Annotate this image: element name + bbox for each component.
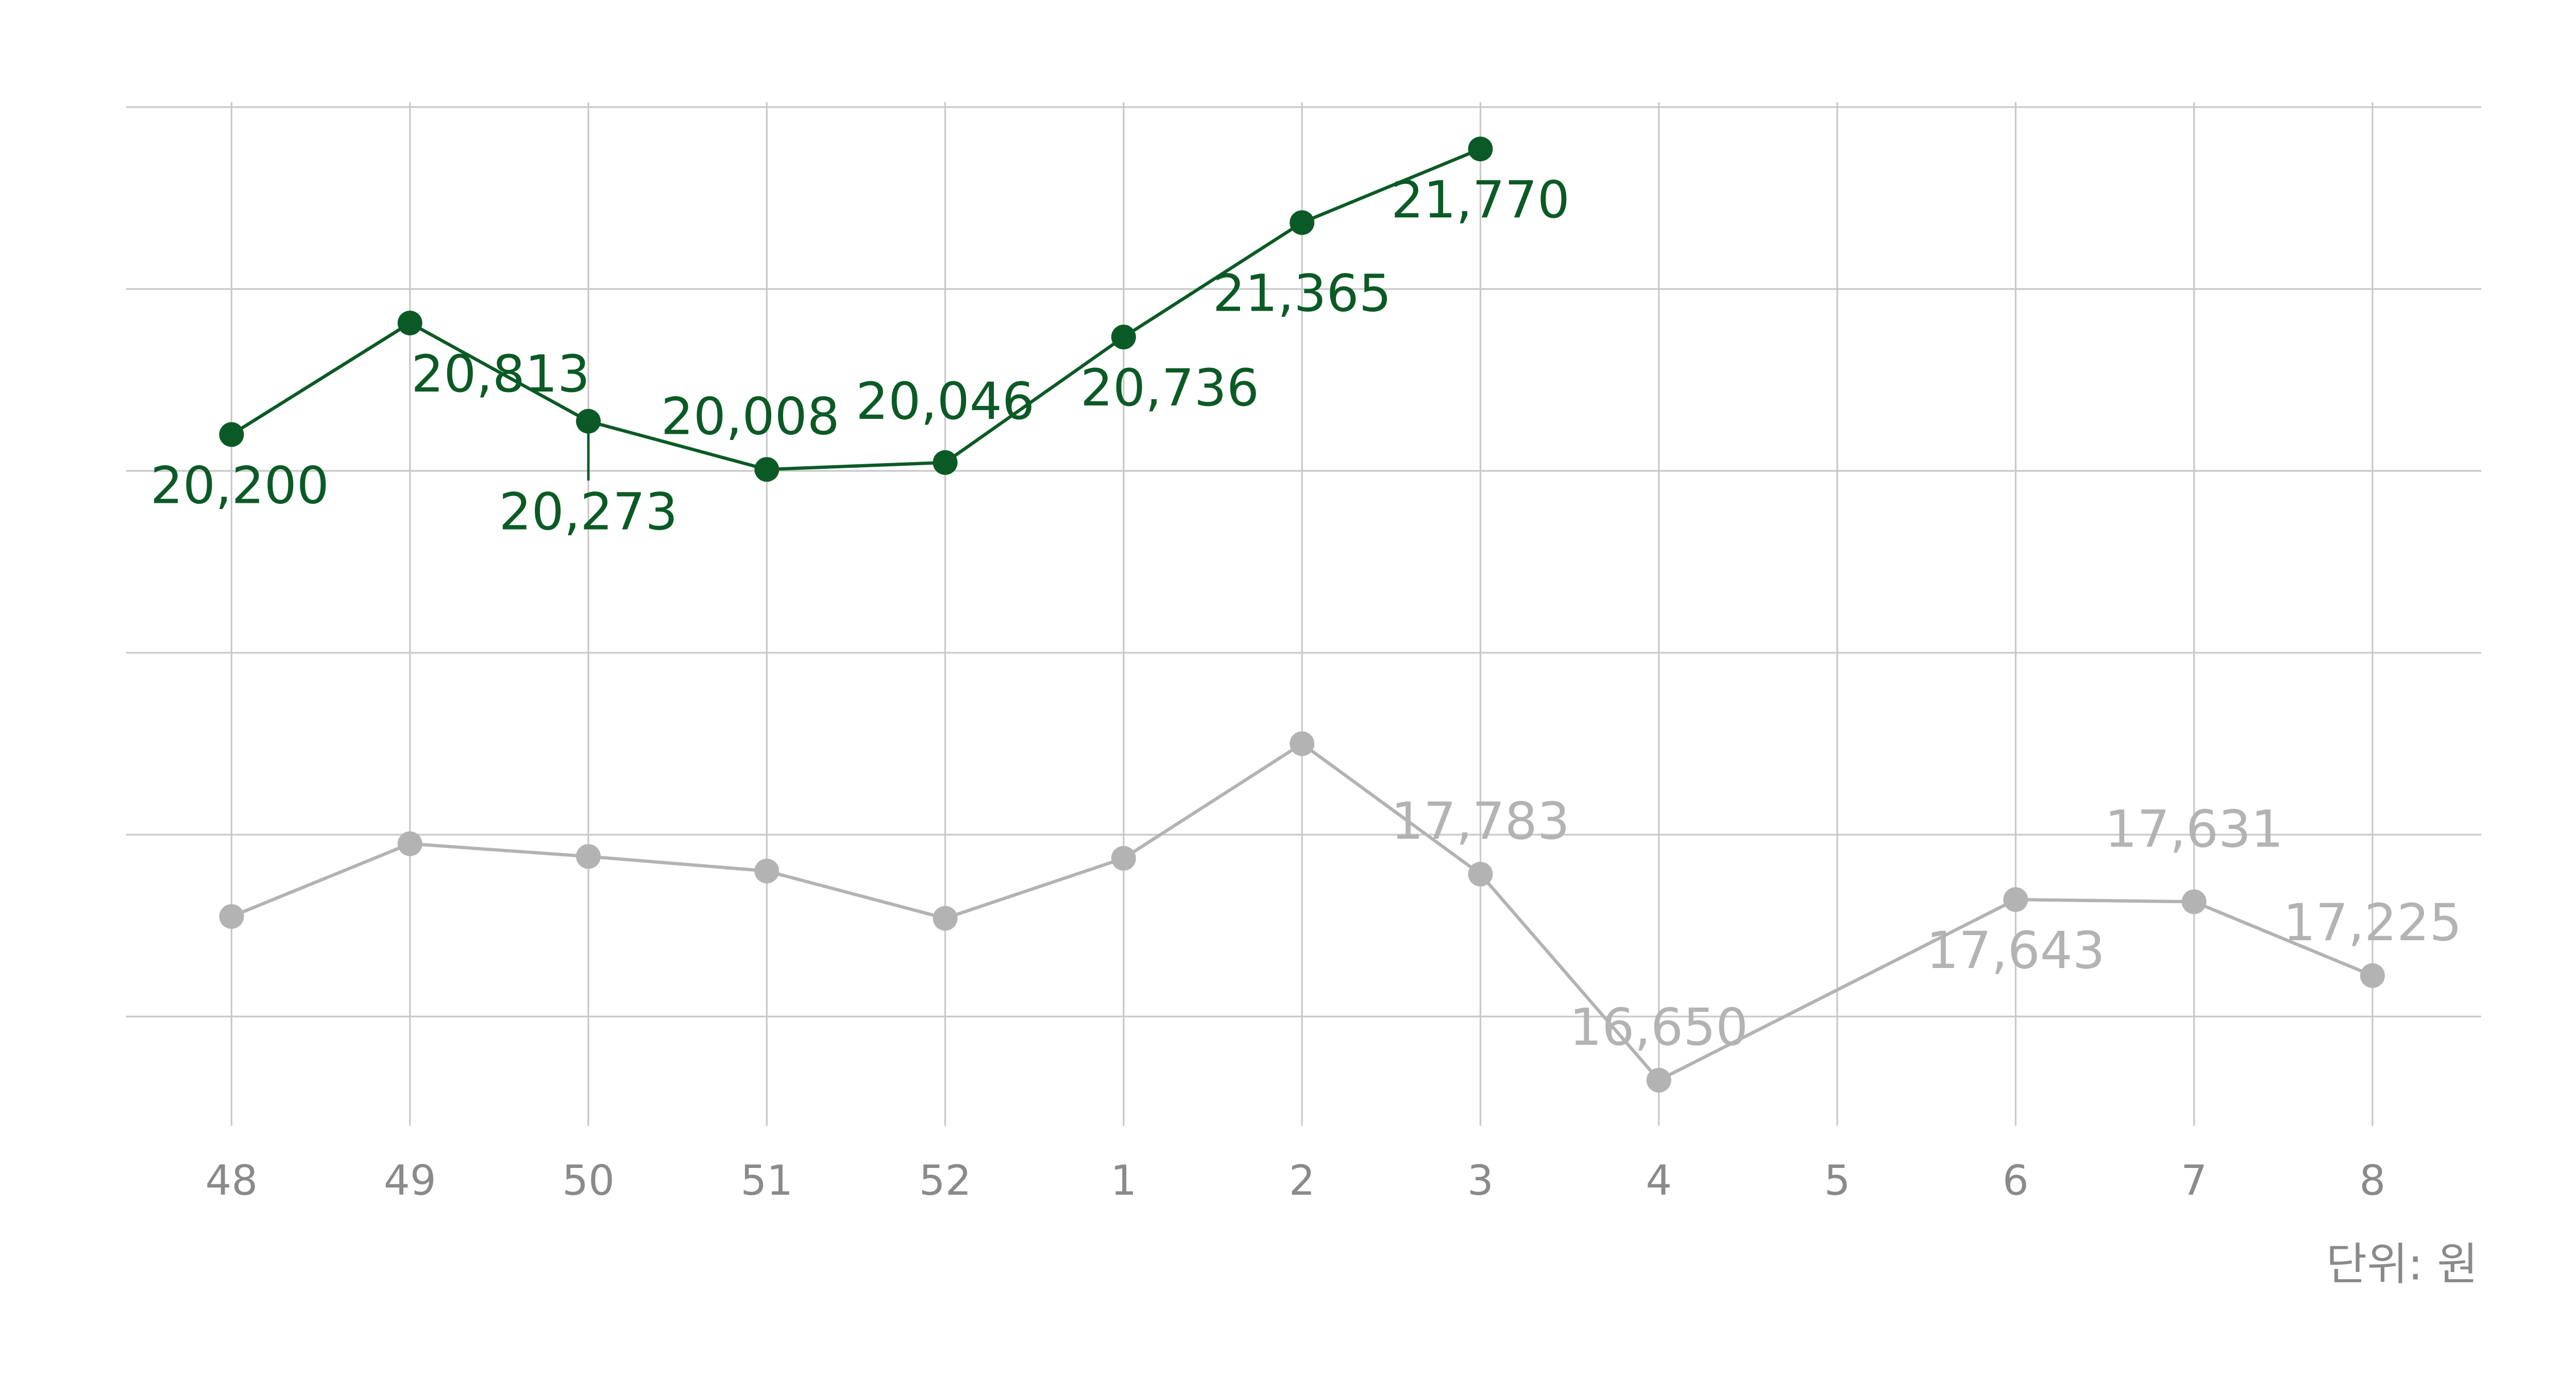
series-line (230, 147, 1481, 471)
data-label: 17,643 (1926, 921, 2105, 980)
data-label: 17,783 (1391, 792, 1570, 851)
point (2181, 889, 2207, 914)
data-label: 17,225 (2283, 893, 2462, 953)
point (1468, 861, 1493, 887)
data-label: 21,770 (1391, 171, 1570, 230)
x-tick-label: 4 (1646, 1157, 1672, 1205)
x-tick-label: 5 (1824, 1157, 1851, 1205)
x-tick-label: 52 (919, 1157, 972, 1205)
point (576, 409, 601, 434)
data-label: 20,200 (150, 456, 329, 515)
point (933, 906, 958, 931)
point (576, 844, 601, 869)
point (933, 450, 958, 475)
data-label: 20,008 (661, 387, 840, 447)
data-label: 20,046 (856, 372, 1035, 431)
unit-note: 단위: 원 (2326, 1239, 2478, 1291)
point (397, 311, 422, 335)
x-tick-label: 51 (740, 1157, 793, 1205)
x-tick-label: 6 (2003, 1157, 2029, 1205)
x-tick-label: 1 (1110, 1157, 1137, 1205)
point (1290, 731, 1315, 756)
data-label: 20,813 (411, 345, 590, 404)
x-tick-label: 7 (2181, 1157, 2207, 1205)
data-label: 21,365 (1213, 264, 1392, 323)
data-label: 16,650 (1569, 998, 1748, 1057)
point (1111, 845, 1136, 871)
point (219, 904, 244, 929)
x-tick-label: 2 (1289, 1157, 1315, 1205)
data-label: 20,736 (1080, 359, 1259, 418)
series-line (231, 741, 2374, 1082)
point (1290, 210, 1315, 235)
x-tick-label: 3 (1467, 1157, 1494, 1205)
data-label: 20,273 (499, 482, 678, 541)
data-label: 17,631 (2105, 800, 2283, 859)
x-tick-label: 48 (206, 1157, 258, 1205)
point (754, 457, 779, 482)
point (2360, 963, 2385, 988)
x-tick-label: 8 (2360, 1157, 2386, 1205)
point (1111, 325, 1136, 350)
point (1468, 137, 1493, 162)
x-tick-label: 49 (384, 1157, 436, 1205)
point (1646, 1067, 1671, 1093)
point (754, 858, 779, 884)
point (219, 422, 244, 447)
point (397, 831, 422, 856)
point (2003, 887, 2028, 912)
x-tick-label: 50 (562, 1157, 615, 1205)
